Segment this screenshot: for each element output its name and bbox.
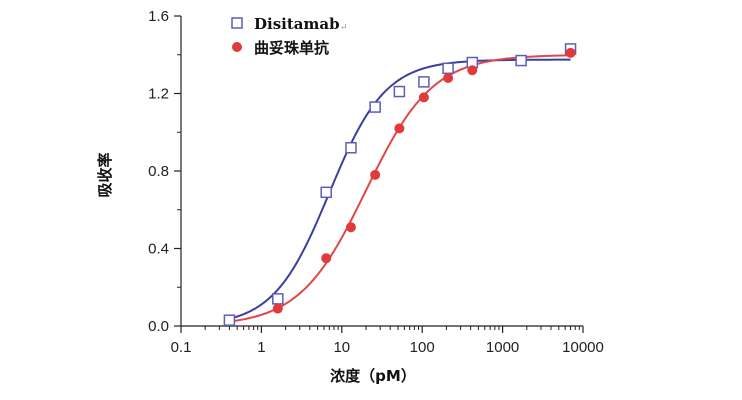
data-point-trastuzumab — [418, 92, 429, 103]
data-point-trastuzumab — [394, 123, 405, 134]
data-point-disitamab — [369, 101, 381, 113]
data-points — [223, 43, 577, 326]
legend-marker-disitamab — [231, 17, 243, 29]
y-tick-label: 0.0 — [148, 318, 169, 335]
data-point-trastuzumab — [272, 303, 283, 314]
data-point-disitamab — [393, 85, 406, 98]
x-tick-label: 0.1 — [171, 339, 192, 356]
fit-curve-disitamab — [227, 58, 571, 321]
x-tick-label: 10000 — [562, 339, 604, 356]
legend-label-disitamab: Disitamab — [254, 15, 340, 33]
x-axis-title: 浓度（pM） — [330, 367, 416, 385]
data-point-trastuzumab — [467, 65, 478, 76]
legend-return-glyph: ↵ — [340, 23, 348, 33]
x-tick-label: 10 — [333, 339, 350, 356]
data-point-disitamab — [515, 54, 527, 67]
y-tick-label: 1.6 — [148, 8, 169, 25]
data-point-disitamab — [223, 314, 236, 326]
data-point-disitamab — [272, 293, 284, 305]
data-point-trastuzumab — [321, 253, 332, 264]
legend-label-trastuzumab: 曲妥珠单抗 — [254, 39, 329, 57]
x-tick-label: 100 — [410, 339, 435, 356]
data-point-disitamab — [442, 62, 454, 75]
legend: Disitamab ↵ 曲妥珠单抗 — [231, 15, 348, 57]
y-tick-label: 0.8 — [148, 163, 169, 180]
data-point-trastuzumab — [565, 47, 576, 58]
x-tick-label: 1000 — [486, 339, 519, 356]
data-point-disitamab — [345, 142, 357, 154]
data-point-trastuzumab — [370, 169, 381, 180]
legend-marker-trastuzumab — [232, 42, 242, 52]
data-point-disitamab — [320, 186, 332, 199]
y-tick-label: 1.2 — [148, 86, 169, 103]
axis-ticks: 0.1 1 10 100 1000 10000 0.0 0.4 0.8 1.2 1.6 — [148, 8, 604, 356]
y-axis-title: 吸收率 — [96, 152, 114, 197]
data-point-disitamab — [418, 76, 430, 88]
x-tick-label: 1 — [257, 339, 265, 356]
data-point-trastuzumab — [345, 222, 356, 233]
y-tick-label: 0.4 — [148, 241, 169, 258]
data-point-trastuzumab — [443, 73, 454, 83]
